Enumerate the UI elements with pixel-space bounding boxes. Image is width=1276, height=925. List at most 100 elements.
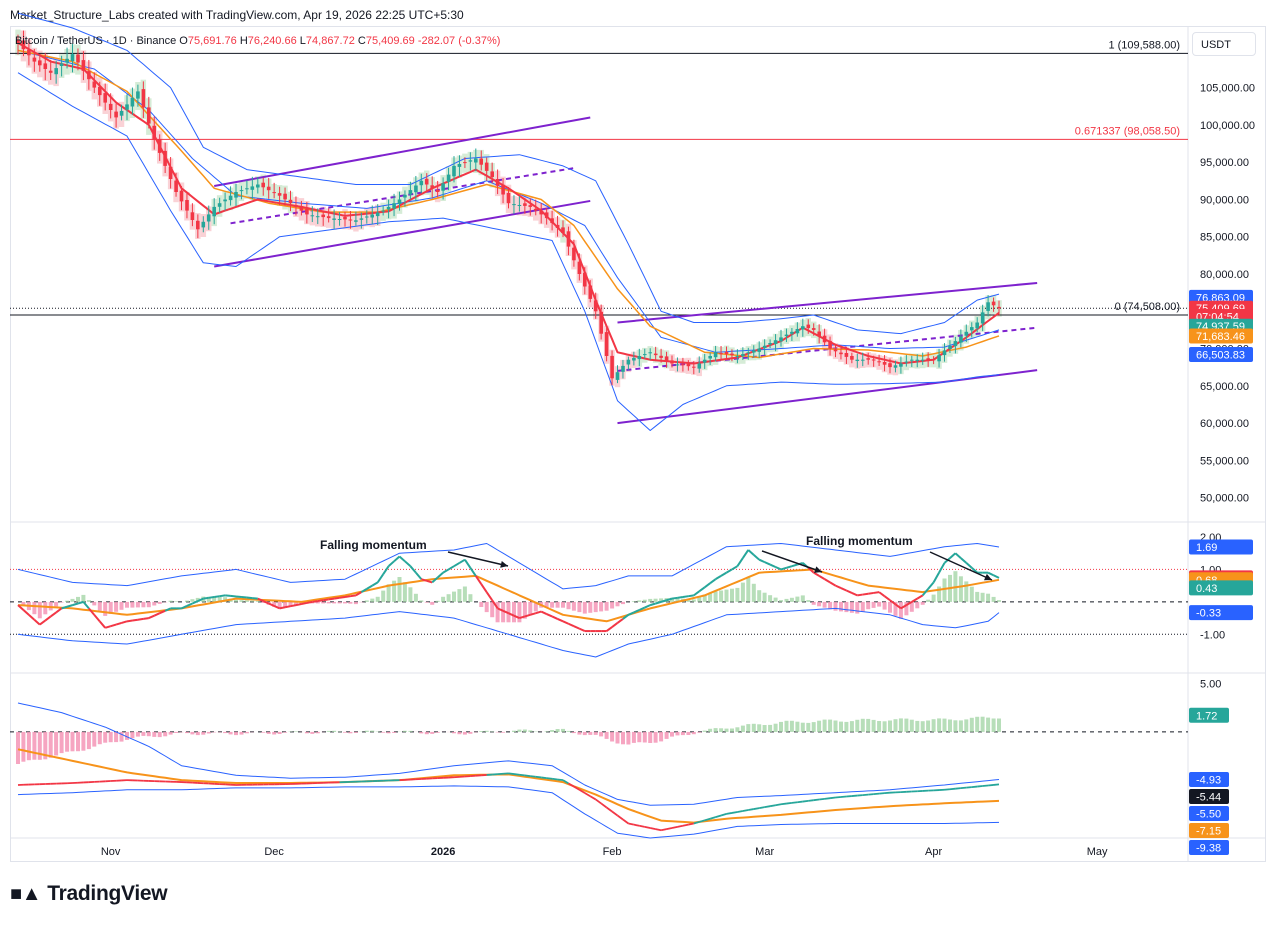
histogram-bar [386, 731, 391, 734]
osc-main-segment [431, 576, 439, 584]
histogram-bar [370, 730, 375, 732]
osc-main-segment [491, 599, 499, 609]
trend-main-segment [808, 799, 814, 802]
candle-body [659, 355, 663, 358]
osc-main-segment [840, 587, 847, 592]
candle-body [403, 194, 407, 198]
histogram-bar [48, 731, 53, 758]
candle-body [294, 205, 298, 207]
histogram-bar [877, 601, 882, 607]
histogram-bar [168, 731, 173, 735]
histogram-bar [828, 601, 833, 610]
histogram-bar [457, 731, 462, 735]
osc-main-segment [328, 597, 335, 601]
trend-main-segment [737, 810, 744, 813]
trend-main-segment [944, 788, 951, 791]
osc-main-segment [742, 549, 750, 559]
osc-main-segment [355, 591, 362, 597]
histogram-bar [315, 731, 320, 734]
osc-band-upper [17, 543, 1000, 590]
osc-main-segment [524, 613, 531, 618]
trend-value-tag-text: -4.93 [1196, 775, 1221, 787]
candle-body [991, 301, 996, 306]
histogram-bar [708, 728, 713, 732]
histogram-bar [577, 601, 582, 613]
candle-body [572, 247, 576, 261]
trend-value-tag-text: 1.72 [1196, 710, 1217, 722]
candle-body [942, 350, 947, 356]
histogram-bar [223, 597, 228, 602]
histogram-bar [135, 601, 140, 608]
candle-body [430, 185, 434, 189]
osc-main-segment [98, 620, 106, 629]
histogram-bar [702, 594, 707, 602]
histogram-bar [637, 731, 642, 743]
candle-body [408, 190, 413, 195]
osc-main-segment [851, 592, 858, 597]
candle-body [365, 216, 369, 218]
trend-main-segment [780, 802, 787, 806]
histogram-bar [800, 595, 805, 602]
candle-body [746, 352, 751, 354]
histogram-bar [839, 721, 843, 732]
osc-main-segment [519, 615, 526, 620]
histogram-bar [648, 731, 653, 743]
histogram-bar [288, 601, 293, 607]
candle-body [283, 193, 287, 200]
candle-body [414, 185, 418, 193]
histogram-bar [212, 596, 217, 602]
change-value: -282.07 (-0.37%) [417, 35, 501, 47]
osc-main-segment [317, 599, 324, 603]
candle-body [114, 111, 118, 118]
histogram-bar [849, 721, 854, 732]
histogram-bar [746, 577, 751, 602]
candle-body [326, 216, 331, 219]
histogram-bar [670, 731, 674, 737]
trend-main-segment [567, 782, 575, 788]
histogram-bar [817, 720, 822, 732]
histogram-bar [680, 731, 685, 736]
trend-main-segment [530, 775, 536, 778]
currency-selector[interactable]: USDT [1192, 32, 1256, 56]
histogram-bar [479, 601, 484, 607]
candle-body [310, 215, 315, 217]
histogram-bar [882, 601, 887, 610]
osc-main-segment [186, 602, 193, 607]
time-axis-tick: Feb [603, 846, 622, 858]
osc-main-segment [971, 567, 978, 574]
histogram-bar [348, 731, 353, 734]
price-tag-text: 66,503.83 [1196, 350, 1245, 362]
histogram-bar [566, 601, 571, 610]
histogram-bar [980, 592, 985, 602]
histogram-bar [528, 730, 533, 732]
channel-lower-line [617, 369, 1038, 425]
histogram-bar [986, 717, 991, 732]
candle-body [528, 205, 533, 207]
candle-body [801, 326, 805, 330]
time-axis-tick: 2026 [431, 846, 455, 858]
candle-body [206, 214, 211, 222]
histogram-bar [244, 600, 249, 602]
histogram-bar [261, 601, 266, 603]
osc-main-segment [301, 601, 308, 606]
candle-body [130, 97, 135, 107]
histogram-bar [670, 597, 674, 602]
candle-body [795, 329, 800, 334]
osc-main-segment [110, 623, 117, 628]
osc-main-segment [508, 612, 515, 617]
osc-main-segment [290, 604, 297, 608]
osc-main-segment [758, 558, 766, 564]
trend-main-segment [709, 816, 716, 820]
candle-body [790, 331, 794, 334]
histogram-bar [326, 730, 331, 732]
osc-value-tag: -0.33 [1189, 605, 1253, 621]
histogram-bar [419, 731, 424, 734]
trend-main-segment [786, 802, 793, 805]
candle-body [615, 372, 620, 380]
annotation-arrow [447, 551, 509, 567]
trend-main-segment [949, 787, 956, 791]
histogram-bar [21, 731, 26, 762]
candle-body [463, 162, 467, 164]
histogram-bar [430, 731, 435, 734]
